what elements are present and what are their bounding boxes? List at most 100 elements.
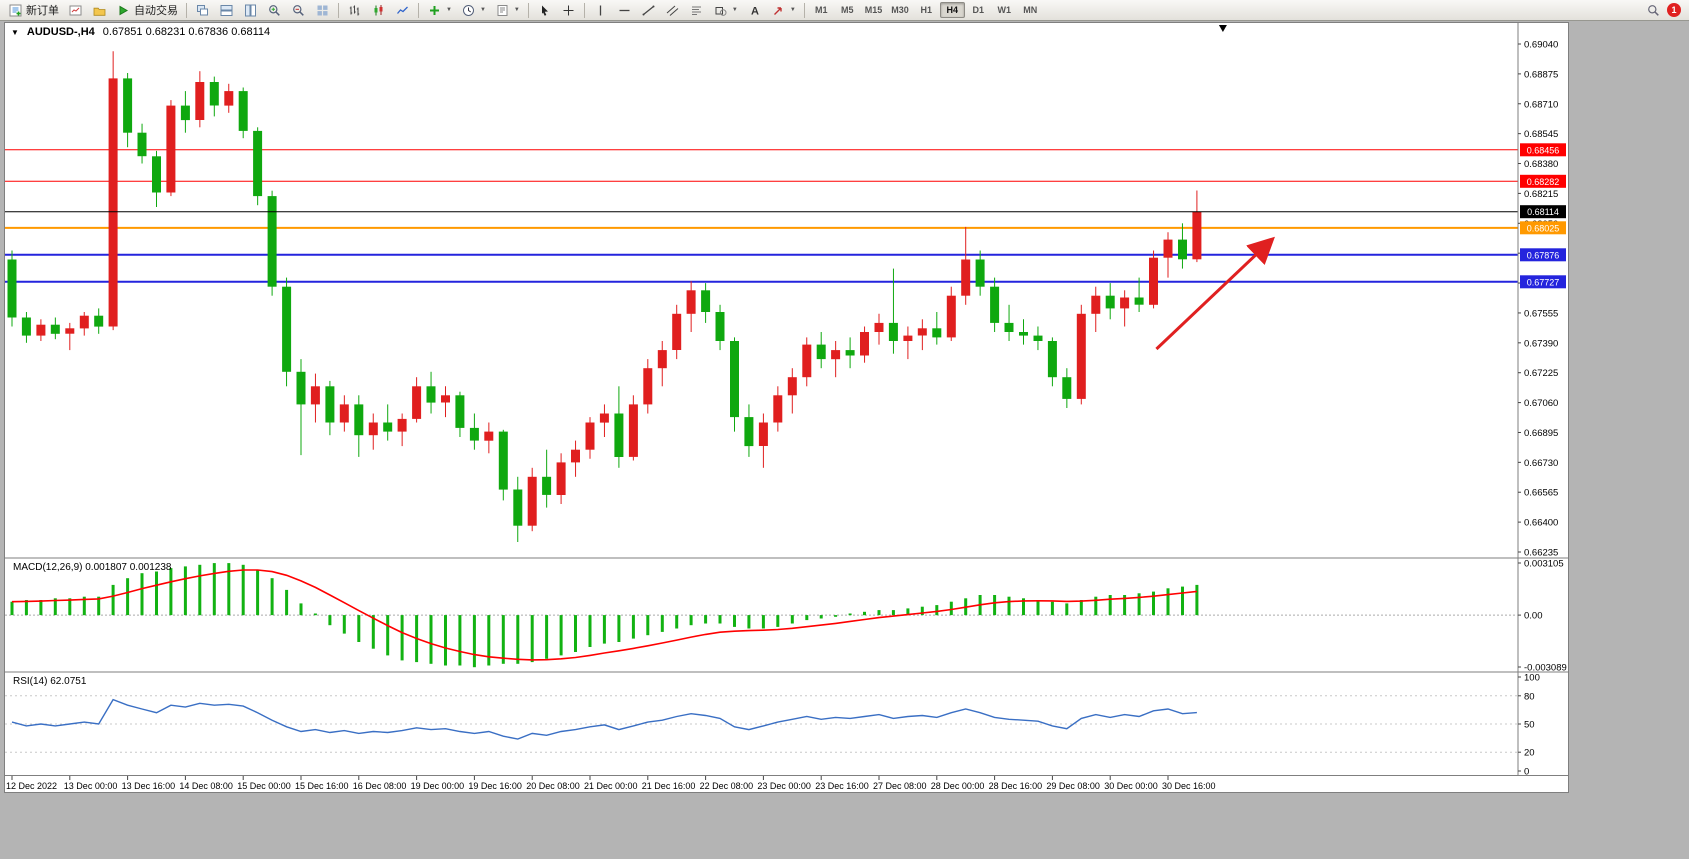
bar-chart-type-button[interactable] xyxy=(343,1,366,19)
timeframe-mn-button[interactable]: MN xyxy=(1023,5,1038,15)
horizontal-line-icon xyxy=(617,3,632,18)
toolbar-separator xyxy=(186,2,187,18)
svg-text:16 Dec 08:00: 16 Dec 08:00 xyxy=(353,781,407,791)
zoom-in-button[interactable] xyxy=(263,1,286,19)
timeframe-h1-button[interactable]: H1 xyxy=(920,5,933,15)
text-tool-button[interactable]: A xyxy=(743,1,766,19)
svg-text:19 Dec 16:00: 19 Dec 16:00 xyxy=(468,781,522,791)
fibonacci-icon xyxy=(689,3,704,18)
horizontal-line-tool-button[interactable] xyxy=(613,1,636,19)
template-icon xyxy=(495,3,510,18)
svg-text:29 Dec 08:00: 29 Dec 08:00 xyxy=(1046,781,1100,791)
svg-text:28 Dec 16:00: 28 Dec 16:00 xyxy=(989,781,1043,791)
svg-text:23 Dec 16:00: 23 Dec 16:00 xyxy=(815,781,869,791)
timeframe-d1-button[interactable]: D1 xyxy=(972,5,985,15)
svg-text:80: 80 xyxy=(1524,691,1535,702)
svg-text:0.68215: 0.68215 xyxy=(1524,189,1558,200)
indicators-button[interactable]: ▼ xyxy=(423,1,456,19)
svg-text:-0.003089: -0.003089 xyxy=(1524,663,1567,674)
svg-text:0.69040: 0.69040 xyxy=(1524,40,1558,51)
one-click-trading-toggle[interactable]: ▼ xyxy=(11,27,19,37)
crosshair-icon xyxy=(561,3,576,18)
tile-grid-button[interactable] xyxy=(311,1,334,19)
tile-horizontal-icon xyxy=(219,3,234,18)
timeframe-m15-button[interactable]: M15 xyxy=(864,5,883,15)
svg-text:0.66235: 0.66235 xyxy=(1524,548,1558,559)
arrows-tool-button[interactable]: ▼ xyxy=(767,1,800,19)
search-icon[interactable] xyxy=(1646,3,1661,18)
chevron-down-icon: ▼ xyxy=(789,7,796,13)
zoom-out-button[interactable] xyxy=(287,1,310,19)
notification-badge[interactable]: 1 xyxy=(1667,3,1681,17)
toolbar: 新订单 自动交易 xyxy=(0,0,1689,21)
line-chart-type-button[interactable] xyxy=(391,1,414,19)
toolbar-separator xyxy=(527,2,529,18)
candlestick-chart-type-button[interactable] xyxy=(367,1,390,19)
svg-text:A: A xyxy=(751,5,759,17)
svg-text:20: 20 xyxy=(1524,748,1535,759)
trendline-tool-button[interactable] xyxy=(637,1,660,19)
periods-button[interactable]: ▼ xyxy=(457,1,490,19)
chart-canvas[interactable]: 0.69040 0.68875 0.68710 0.68545 0.68380 0.682… xyxy=(5,23,1568,792)
fibonacci-tool-button[interactable] xyxy=(685,1,708,19)
tile-horizontal-button[interactable] xyxy=(215,1,238,19)
svg-text:27 Dec 08:00: 27 Dec 08:00 xyxy=(873,781,927,791)
toolbar-separator xyxy=(803,2,805,18)
timeframe-m5-button[interactable]: M5 xyxy=(841,5,854,15)
autotrading-button[interactable]: 自动交易 xyxy=(112,1,182,19)
new-order-icon xyxy=(8,3,23,18)
cascade-windows-button[interactable] xyxy=(191,1,214,19)
tile-vertical-button[interactable] xyxy=(239,1,262,19)
tile-grid-icon xyxy=(315,3,330,18)
new-chart-icon xyxy=(68,3,83,18)
svg-text:50: 50 xyxy=(1524,720,1535,731)
vertical-line-tool-button[interactable] xyxy=(589,1,612,19)
text-icon: A xyxy=(747,3,762,18)
timeframe-m1-button[interactable]: M1 xyxy=(815,5,828,15)
clock-icon xyxy=(461,3,476,18)
cascade-windows-icon xyxy=(195,3,210,18)
channel-tool-button[interactable] xyxy=(661,1,684,19)
svg-text:0.68380: 0.68380 xyxy=(1524,159,1558,170)
crosshair-button[interactable] xyxy=(557,1,580,19)
tile-vertical-icon xyxy=(243,3,258,18)
timeframe-h4-button[interactable]: H4 xyxy=(939,2,965,18)
timeframe-w1-button[interactable]: W1 xyxy=(997,5,1012,15)
line-chart-icon xyxy=(395,3,410,18)
cursor-arrow-icon xyxy=(537,3,552,18)
svg-text:30 Dec 16:00: 30 Dec 16:00 xyxy=(1162,781,1216,791)
zoom-out-icon xyxy=(291,3,306,18)
toolbar-separator xyxy=(338,2,339,18)
svg-text:0.66565: 0.66565 xyxy=(1524,488,1558,499)
svg-text:22 Dec 08:00: 22 Dec 08:00 xyxy=(700,781,754,791)
svg-text:28 Dec 00:00: 28 Dec 00:00 xyxy=(931,781,985,791)
templates-button[interactable]: ▼ xyxy=(491,1,524,19)
svg-text:23 Dec 00:00: 23 Dec 00:00 xyxy=(757,781,811,791)
svg-text:0.67060: 0.67060 xyxy=(1524,398,1558,409)
svg-text:0.67876: 0.67876 xyxy=(1527,250,1560,260)
indicators-plus-icon xyxy=(427,3,442,18)
svg-text:13 Dec 16:00: 13 Dec 16:00 xyxy=(122,781,176,791)
arrow-marker-icon xyxy=(771,3,786,18)
chevron-down-icon: ▼ xyxy=(479,7,486,13)
shapes-tool-button[interactable]: ▼ xyxy=(709,1,742,19)
svg-text:0.67555: 0.67555 xyxy=(1524,308,1558,319)
svg-text:0.00: 0.00 xyxy=(1524,611,1543,622)
svg-text:0.68456: 0.68456 xyxy=(1527,145,1560,155)
cursor-button[interactable] xyxy=(533,1,556,19)
svg-text:12 Dec 2022: 12 Dec 2022 xyxy=(6,781,57,791)
toolbar-separator xyxy=(583,2,585,18)
new-chart-button[interactable] xyxy=(64,1,87,19)
svg-text:30 Dec 00:00: 30 Dec 00:00 xyxy=(1104,781,1158,791)
svg-text:0.68025: 0.68025 xyxy=(1527,223,1560,233)
svg-text:0.68282: 0.68282 xyxy=(1527,177,1560,187)
svg-text:19 Dec 00:00: 19 Dec 00:00 xyxy=(411,781,465,791)
new-order-button[interactable]: 新订单 xyxy=(4,1,63,19)
svg-text:15 Dec 00:00: 15 Dec 00:00 xyxy=(237,781,291,791)
svg-text:0.003105: 0.003105 xyxy=(1524,559,1564,570)
svg-text:0.68114: 0.68114 xyxy=(1527,207,1559,217)
svg-text:20 Dec 08:00: 20 Dec 08:00 xyxy=(526,781,580,791)
timeframe-m30-button[interactable]: M30 xyxy=(891,5,909,15)
chevron-down-icon: ▼ xyxy=(513,7,520,13)
profiles-button[interactable] xyxy=(88,1,111,19)
